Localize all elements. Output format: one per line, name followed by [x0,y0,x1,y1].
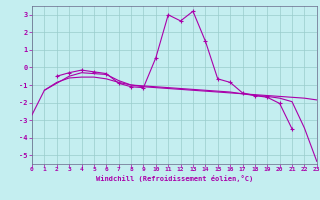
X-axis label: Windchill (Refroidissement éolien,°C): Windchill (Refroidissement éolien,°C) [96,175,253,182]
